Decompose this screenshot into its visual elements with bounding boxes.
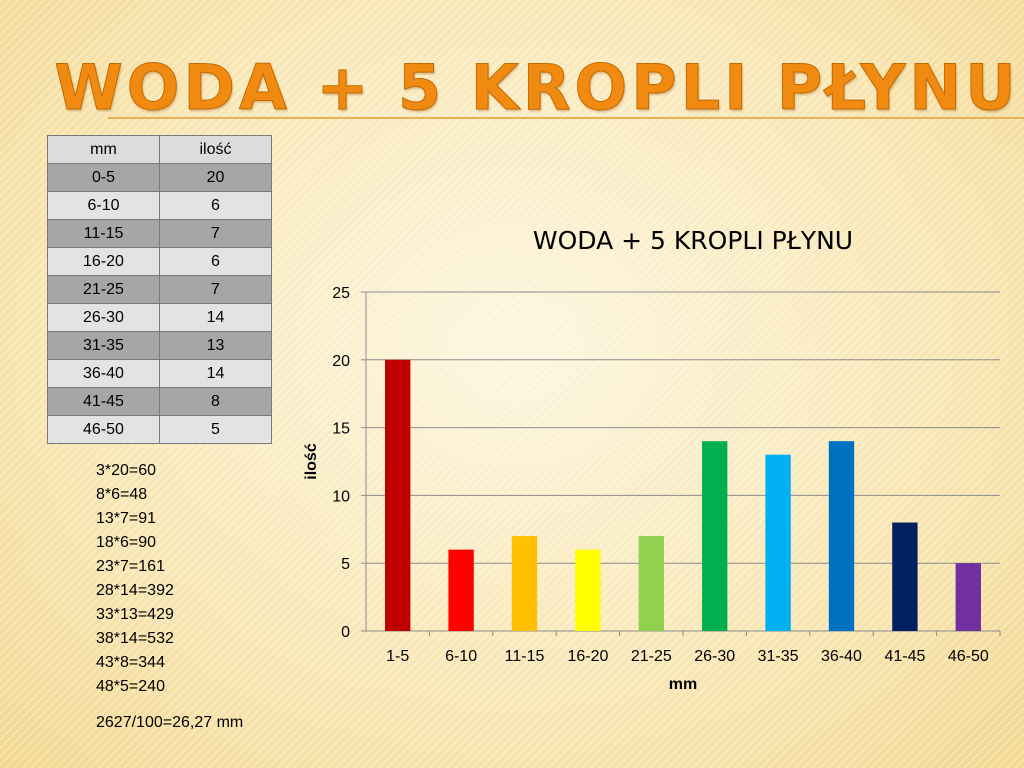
x-tick-label: 21-25 [631, 648, 672, 665]
table-cell: 6 [159, 247, 272, 276]
calc-line: 28*14=392 [96, 582, 174, 599]
y-tick-label: 0 [341, 624, 350, 641]
y-tick-label: 25 [332, 285, 350, 302]
x-tick-label: 41-45 [884, 648, 925, 665]
table-header-ilosc: ilość [159, 135, 272, 164]
x-tick-label: 1-5 [386, 648, 409, 665]
table-cell: 41-45 [47, 387, 160, 416]
table-cell: 0-5 [47, 163, 160, 192]
calc-line: 3*20=60 [96, 462, 157, 479]
y-tick-label: 15 [332, 421, 350, 438]
table-header-mm: mm [47, 135, 160, 164]
calc-line: 48*5=240 [96, 678, 165, 695]
calculation-notes: 3*20=60 8*6=48 13*7=91 18*6=90 23*7=161 … [96, 459, 243, 735]
bar [448, 549, 474, 631]
table-cell: 5 [159, 415, 272, 444]
table-cell: 7 [159, 219, 272, 248]
table-cell: 46-50 [47, 415, 160, 444]
calc-total: 2627/100=26,27 mm [96, 714, 244, 731]
bar [511, 536, 538, 631]
x-tick-label: 16-20 [567, 648, 608, 665]
table-row: 6-10 6 [47, 191, 272, 220]
table-row: 41-45 8 [47, 387, 272, 416]
table-cell: 21-25 [47, 275, 160, 304]
slide-title: WODA + 5 KROPLI PŁYNU [54, 51, 1020, 124]
y-axis-title: ilość [303, 443, 320, 480]
table-row: 46-50 5 [47, 415, 272, 444]
bar [892, 522, 918, 631]
x-axis-title: mm [669, 676, 697, 693]
x-tick-label: 11-15 [505, 648, 545, 665]
table-row: 36-40 14 [47, 359, 272, 388]
table-row: 16-20 6 [47, 247, 272, 276]
x-tick-label: 6-10 [445, 648, 477, 665]
x-tick-label: 31-35 [758, 648, 799, 665]
table-cell: 13 [159, 331, 272, 360]
x-tick-label: 26-30 [694, 648, 735, 665]
table-row: 21-25 7 [47, 275, 272, 304]
calc-line: 33*13=429 [96, 606, 174, 623]
table-cell: 11-15 [47, 219, 160, 248]
bar [638, 536, 664, 631]
calc-line: 13*7=91 [96, 510, 157, 527]
calc-line: 8*6=48 [96, 486, 148, 503]
table-cell: 6-10 [47, 191, 160, 220]
y-tick-label: 20 [332, 353, 350, 370]
table-row: 11-15 7 [47, 219, 272, 248]
table-cell: 6 [159, 191, 272, 220]
calc-line: 43*8=344 [96, 654, 165, 671]
table-cell: 31-35 [47, 331, 160, 360]
title-divider [108, 117, 1024, 119]
table-cell: 8 [159, 387, 272, 416]
calc-line: 23*7=161 [96, 558, 165, 575]
table-cell: 36-40 [47, 359, 160, 388]
table-header-row: mm ilość [47, 135, 272, 164]
data-table: mm ilość 0-5 20 6-10 6 11-15 7 16-20 6 21-25… [47, 135, 272, 444]
table-row: 0-5 20 [47, 163, 272, 192]
bar [385, 359, 411, 631]
y-tick-label: 5 [341, 556, 350, 573]
table-cell: 7 [159, 275, 272, 304]
calc-line: 18*6=90 [96, 534, 157, 551]
chart-title: WODA + 5 KROPLI PŁYNU [533, 226, 853, 255]
bar [955, 563, 981, 631]
table-cell: 20 [159, 163, 272, 192]
x-tick-label: 46-50 [948, 648, 989, 665]
calc-line: 38*14=532 [96, 630, 174, 647]
table-row: 31-35 13 [47, 331, 272, 360]
table-cell: 14 [159, 359, 272, 388]
table-cell: 26-30 [47, 303, 160, 332]
table-cell: 14 [159, 303, 272, 332]
y-tick-label: 10 [332, 488, 350, 505]
bar [575, 549, 601, 631]
bar [828, 441, 855, 631]
bar [765, 454, 791, 631]
bar-chart: WODA + 5 KROPLI PŁYNU 0 5 10 15 20 25 1-5 6-10 11… [303, 226, 1001, 693]
table-row: 26-30 14 [47, 303, 272, 332]
x-tick-label: 36-40 [821, 648, 862, 665]
table-cell: 16-20 [47, 247, 160, 276]
bar [702, 441, 728, 631]
